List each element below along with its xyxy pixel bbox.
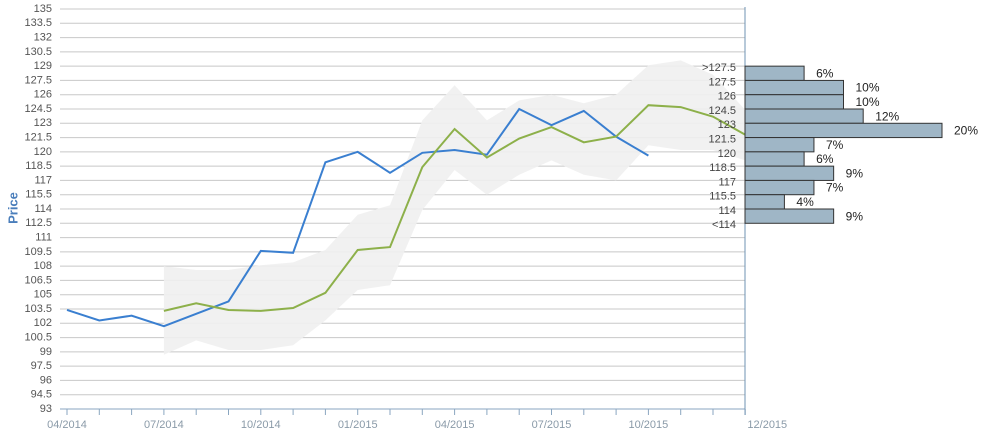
bar-value-label: 7% xyxy=(826,138,844,152)
x-tick-label: 01/2015 xyxy=(338,419,378,431)
histogram-bar xyxy=(744,108,864,124)
y-tick-label: 124.5 xyxy=(24,103,52,115)
y-tick-label: 106.5 xyxy=(24,274,52,286)
y-tick-label: 96 xyxy=(40,374,52,386)
histogram-bar xyxy=(744,122,943,139)
y-tick-label: 112.5 xyxy=(25,217,52,229)
x-tick-label: 12/2015 xyxy=(747,419,787,431)
y-tick-label: 102 xyxy=(34,317,52,329)
bar-value-label: 9% xyxy=(846,166,864,180)
bar-value-label: 4% xyxy=(796,195,814,209)
bin-edge-label: 123 xyxy=(718,119,736,131)
y-tick-label: 121.5 xyxy=(24,131,52,143)
x-tick-label: 07/2015 xyxy=(532,419,572,431)
bin-edge-label: 120 xyxy=(718,148,736,160)
histogram-bar xyxy=(744,165,835,181)
histogram-bar xyxy=(744,151,805,167)
y-tick-label: 97.5 xyxy=(31,360,52,372)
bin-edge-label: 117 xyxy=(718,176,736,188)
bar-value-label: 20% xyxy=(954,124,978,138)
y-tick-label: 127.5 xyxy=(24,74,52,86)
y-tick-label: 111 xyxy=(35,231,52,243)
y-tick-label: 123 xyxy=(34,117,52,129)
bin-edge-label: 124.5 xyxy=(708,105,736,117)
y-tick-label: 103.5 xyxy=(24,303,52,315)
bin-edge-label: 121.5 xyxy=(708,133,736,145)
y-tick-label: 118.5 xyxy=(25,160,52,172)
bin-edge-label: <114 xyxy=(712,219,736,231)
y-tick-label: 126 xyxy=(34,89,52,101)
y-tick-label: 129 xyxy=(34,60,52,72)
bar-value-label: 6% xyxy=(816,66,834,80)
y-tick-label: 93 xyxy=(40,403,52,415)
y-tick-label: 108 xyxy=(34,260,52,272)
y-tick-label: 115.5 xyxy=(25,189,52,201)
histogram-bar xyxy=(744,208,835,224)
histogram-bar xyxy=(744,194,785,210)
y-tick-label: 114 xyxy=(34,203,52,215)
y-tick-label: 105 xyxy=(34,289,52,301)
bar-value-label: 10% xyxy=(856,95,880,109)
histogram-bar xyxy=(744,79,844,96)
y-tick-label: 135 xyxy=(34,3,52,15)
y-tick-label: 100.5 xyxy=(24,331,52,343)
x-tick-label: 10/2014 xyxy=(241,419,281,431)
x-tick-label: 04/2015 xyxy=(435,419,475,431)
bin-edge-label: 126 xyxy=(718,91,736,103)
range-band xyxy=(163,60,746,355)
bin-edge-label: 115.5 xyxy=(709,191,736,203)
bar-value-label: 6% xyxy=(816,152,834,166)
bin-edge-label: >127.5 xyxy=(702,62,736,74)
histogram-bar xyxy=(744,65,805,81)
y-tick-label: 117 xyxy=(34,174,52,186)
bin-edge-label: 118.5 xyxy=(709,162,736,174)
x-tick-label: 07/2014 xyxy=(144,419,184,431)
bar-value-label: 9% xyxy=(846,209,864,223)
price-line xyxy=(163,104,746,312)
y-tick-label: 99 xyxy=(40,346,52,358)
x-tick-label: 04/2014 xyxy=(47,419,87,431)
histogram-bar xyxy=(744,179,815,196)
bin-edge-label: 127.5 xyxy=(708,76,736,88)
y-tick-label: 130.5 xyxy=(24,46,52,58)
bar-value-label: 10% xyxy=(856,81,880,95)
bin-edge-label: 114 xyxy=(718,205,736,217)
y-tick-label: 133.5 xyxy=(24,17,52,29)
bar-value-label: 12% xyxy=(875,109,899,123)
y-tick-label: 120 xyxy=(34,146,52,158)
y-tick-label: 132 xyxy=(34,31,52,43)
y-tick-label: 94.5 xyxy=(31,389,52,401)
bar-value-label: 7% xyxy=(826,181,844,195)
price-line xyxy=(66,107,649,328)
x-tick-label: 10/2015 xyxy=(629,419,669,431)
histogram-bar xyxy=(744,94,844,110)
y-tick-label: 109.5 xyxy=(24,246,52,258)
y-axis-label: Price xyxy=(5,192,20,224)
histogram-bar xyxy=(744,137,815,153)
